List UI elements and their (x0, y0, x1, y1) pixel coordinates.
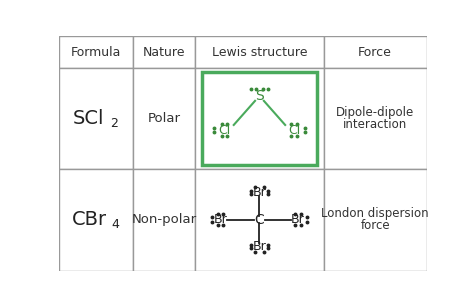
Bar (59, 169, 133, 271)
Text: London dispersion: London dispersion (321, 207, 429, 220)
Text: Br: Br (291, 213, 305, 226)
Text: Cl: Cl (219, 124, 231, 136)
Text: 4: 4 (111, 218, 119, 231)
Text: S: S (255, 89, 264, 103)
Text: CBr: CBr (72, 210, 107, 229)
Text: Lewis structure: Lewis structure (212, 46, 307, 59)
Bar (133, 36, 195, 68)
Text: Formula: Formula (71, 46, 121, 59)
Text: Force: Force (358, 46, 392, 59)
Text: Cl: Cl (288, 124, 301, 136)
Bar (324, 36, 427, 68)
Bar (195, 169, 324, 271)
Bar (133, 68, 195, 169)
Text: interaction: interaction (343, 118, 407, 131)
Bar (59, 36, 133, 68)
Text: C: C (255, 212, 264, 227)
Bar (195, 68, 324, 169)
Text: Br: Br (253, 240, 266, 253)
Bar (59, 68, 133, 169)
Bar (324, 169, 427, 271)
Text: force: force (360, 219, 390, 232)
Bar (133, 169, 195, 271)
Bar (324, 68, 427, 169)
Text: Non-polar: Non-polar (131, 213, 197, 226)
Bar (195, 36, 324, 68)
Text: Dipole-dipole: Dipole-dipole (336, 106, 414, 119)
Text: SCl: SCl (73, 109, 104, 128)
Text: Br: Br (253, 186, 266, 199)
Text: Br: Br (214, 213, 228, 226)
Bar (202, 72, 317, 164)
Text: 2: 2 (109, 117, 118, 130)
Text: Nature: Nature (143, 46, 185, 59)
Text: Polar: Polar (147, 112, 181, 125)
